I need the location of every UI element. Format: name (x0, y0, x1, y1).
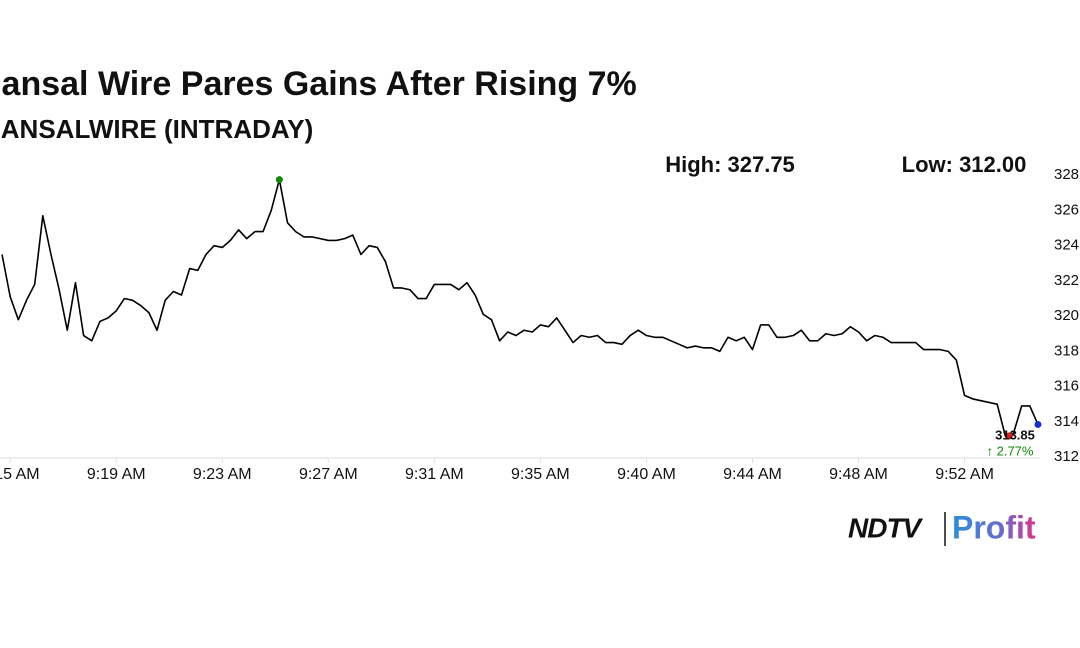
low-marker (1005, 432, 1013, 440)
x-tick-label: 9:44 AM (723, 466, 782, 483)
logo-brand: NDTV (848, 512, 924, 543)
y-tick-label: 326 (1054, 201, 1079, 218)
x-tick-label: 9:40 AM (617, 466, 676, 483)
x-tick-label: 9:15 AM (0, 466, 40, 483)
x-tick-label: 9:19 AM (87, 466, 146, 483)
chart-title: Bansal Wire Pares Gains After Rising 7% (0, 65, 637, 103)
logo-product: Profit (952, 509, 1036, 545)
low-stat: Low: 312.00 (902, 152, 1027, 177)
x-tick-label: 9:52 AM (935, 466, 994, 483)
last-value-label: 313.85 (995, 427, 1035, 442)
chart-subtitle: BANSALWIRE (INTRADAY) (0, 114, 313, 144)
y-tick-label: 320 (1054, 307, 1079, 324)
y-tick-label: 316 (1054, 378, 1079, 395)
high-stat: High: 327.75 (665, 152, 795, 177)
high-marker (275, 176, 283, 184)
last-marker (1034, 420, 1042, 428)
plot-area: 312 314 316 318 320 322 324 326 328 9:15 AM 9:19 A… (0, 166, 1079, 483)
y-tick-label: 324 (1054, 237, 1079, 254)
y-tick-label: 312 (1054, 448, 1079, 465)
x-tick-label: 9:23 AM (193, 466, 252, 483)
x-tick-label: 9:27 AM (299, 466, 358, 483)
y-tick-label: 328 (1054, 166, 1079, 183)
x-tick-label: 9:48 AM (829, 466, 888, 483)
change-label: ↑ 2.77% (987, 443, 1034, 458)
x-tick-label: 9:31 AM (405, 466, 464, 483)
x-tick-label: 9:35 AM (511, 466, 570, 483)
y-tick-label: 314 (1054, 413, 1079, 430)
y-tick-label: 318 (1054, 342, 1079, 359)
price-line (1, 178, 1039, 437)
y-tick-label: 322 (1054, 272, 1079, 289)
